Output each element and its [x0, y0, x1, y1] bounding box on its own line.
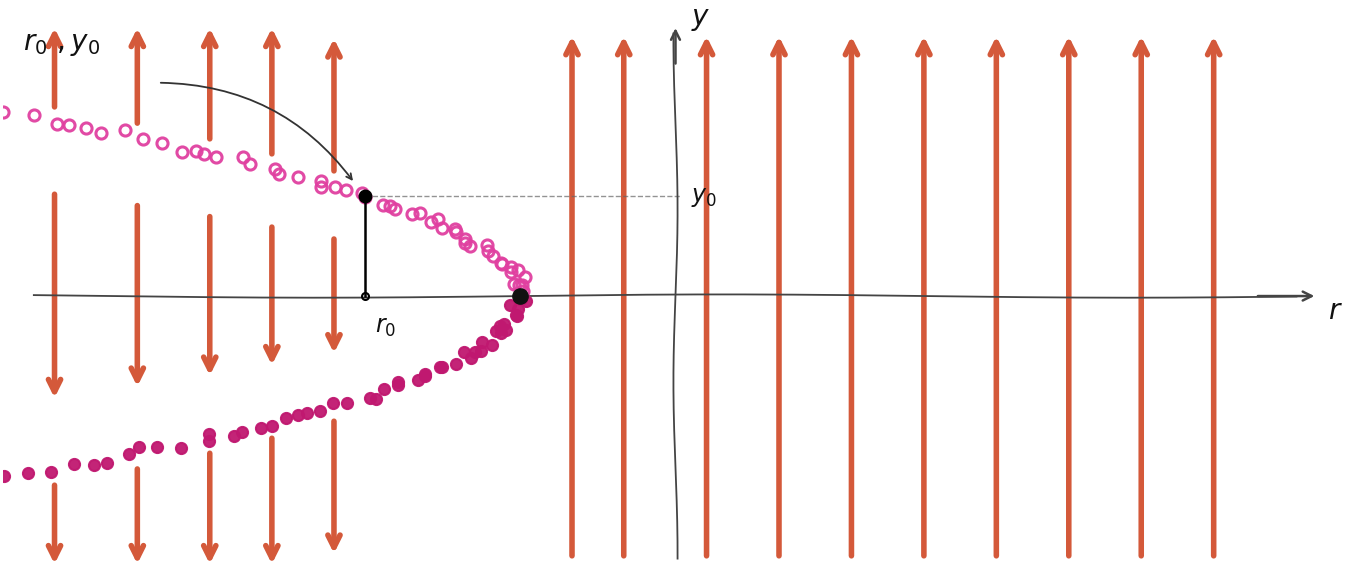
Text: $y_0$: $y_0$	[690, 186, 717, 209]
Text: $r$: $r$	[1328, 298, 1343, 325]
Text: $r_0\ , y_0$: $r_0\ , y_0$	[23, 31, 101, 58]
Text: $r_0$: $r_0$	[376, 316, 396, 339]
Text: $y$: $y$	[690, 6, 711, 33]
